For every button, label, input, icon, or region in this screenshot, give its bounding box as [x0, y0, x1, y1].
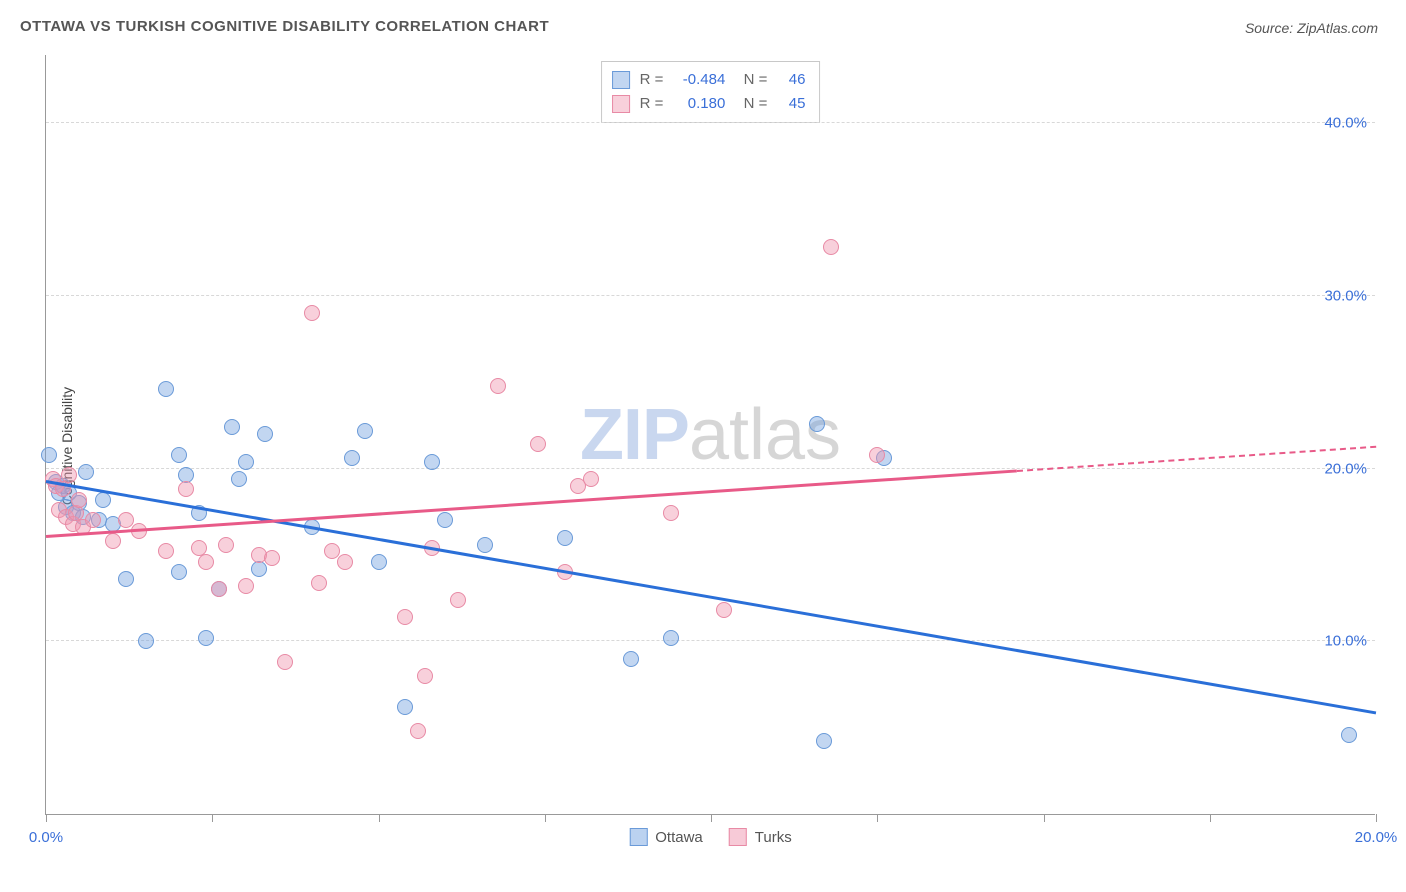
data-point	[344, 450, 360, 466]
data-point	[663, 505, 679, 521]
data-point	[158, 381, 174, 397]
ottawa-r-value: -0.484	[673, 68, 725, 92]
data-point	[869, 447, 885, 463]
data-point	[105, 533, 121, 549]
correlation-row-turks: R = 0.180 N = 45	[612, 92, 806, 116]
data-point	[417, 668, 433, 684]
x-tick	[711, 814, 712, 822]
x-tick	[1210, 814, 1211, 822]
legend-label: Ottawa	[655, 829, 703, 846]
data-point	[357, 423, 373, 439]
x-tick	[545, 814, 546, 822]
chart-container: OTTAWA VS TURKISH COGNITIVE DISABILITY C…	[0, 0, 1406, 892]
data-point	[304, 305, 320, 321]
data-point	[71, 492, 87, 508]
data-point	[238, 578, 254, 594]
data-point	[424, 454, 440, 470]
watermark-zip: ZIP	[580, 395, 689, 475]
y-tick-label: 30.0%	[1324, 287, 1367, 304]
turks-r-value: 0.180	[673, 92, 725, 116]
data-point	[198, 554, 214, 570]
data-point	[490, 378, 506, 394]
correlation-legend: R = -0.484 N = 46 R = 0.180 N = 45	[601, 61, 821, 123]
data-point	[557, 530, 573, 546]
data-point	[1341, 727, 1357, 743]
data-point	[61, 467, 77, 483]
data-point	[251, 561, 267, 577]
legend-label: Turks	[755, 829, 792, 846]
data-point	[238, 454, 254, 470]
data-point	[410, 723, 426, 739]
data-point	[158, 543, 174, 559]
data-point	[823, 239, 839, 255]
n-label: N =	[735, 92, 767, 116]
data-point	[583, 471, 599, 487]
y-tick-label: 10.0%	[1324, 633, 1367, 650]
correlation-row-ottawa: R = -0.484 N = 46	[612, 68, 806, 92]
x-tick	[1044, 814, 1045, 822]
data-point	[95, 492, 111, 508]
data-point	[477, 537, 493, 553]
data-point	[437, 512, 453, 528]
x-tick	[379, 814, 380, 822]
watermark: ZIPatlas	[580, 394, 841, 476]
series-legend: Ottawa Turks	[629, 828, 791, 846]
data-point	[371, 554, 387, 570]
turks-swatch	[612, 95, 630, 113]
gridline	[46, 640, 1375, 641]
data-point	[809, 416, 825, 432]
data-point	[623, 651, 639, 667]
n-label: N =	[735, 68, 767, 92]
data-point	[397, 699, 413, 715]
watermark-atlas: atlas	[689, 395, 841, 475]
ottawa-n-value: 46	[777, 68, 805, 92]
plot-area: ZIPatlas R = -0.484 N = 46 R = 0.180 N =…	[45, 55, 1375, 815]
data-point	[450, 592, 466, 608]
data-point	[277, 654, 293, 670]
data-point	[78, 464, 94, 480]
y-tick-label: 40.0%	[1324, 115, 1367, 132]
x-tick-label: 0.0%	[29, 829, 63, 846]
x-tick	[212, 814, 213, 822]
data-point	[85, 512, 101, 528]
x-tick-label: 20.0%	[1355, 829, 1398, 846]
legend-swatch	[629, 828, 647, 846]
turks-n-value: 45	[777, 92, 805, 116]
data-point	[218, 537, 234, 553]
r-label: R =	[640, 92, 664, 116]
data-point	[138, 633, 154, 649]
data-point	[41, 447, 57, 463]
data-point	[663, 630, 679, 646]
x-tick	[877, 814, 878, 822]
source-attribution: Source: ZipAtlas.com	[1245, 20, 1378, 36]
data-point	[264, 550, 280, 566]
data-point	[337, 554, 353, 570]
data-point	[716, 602, 732, 618]
data-point	[171, 564, 187, 580]
data-point	[257, 426, 273, 442]
r-label: R =	[640, 68, 664, 92]
data-point	[397, 609, 413, 625]
gridline	[46, 295, 1375, 296]
data-point	[178, 481, 194, 497]
data-point	[198, 630, 214, 646]
ottawa-swatch	[612, 71, 630, 89]
x-tick	[1376, 814, 1377, 822]
data-point	[118, 571, 134, 587]
data-point	[171, 447, 187, 463]
y-tick-label: 20.0%	[1324, 460, 1367, 477]
data-point	[530, 436, 546, 452]
data-point	[211, 581, 227, 597]
x-tick	[46, 814, 47, 822]
legend-item: Turks	[729, 828, 792, 846]
data-point	[311, 575, 327, 591]
data-point	[224, 419, 240, 435]
data-point	[816, 733, 832, 749]
legend-swatch	[729, 828, 747, 846]
chart-title: OTTAWA VS TURKISH COGNITIVE DISABILITY C…	[20, 18, 549, 35]
legend-item: Ottawa	[629, 828, 703, 846]
gridline	[46, 122, 1375, 123]
trend-line	[46, 480, 1376, 714]
data-point	[231, 471, 247, 487]
